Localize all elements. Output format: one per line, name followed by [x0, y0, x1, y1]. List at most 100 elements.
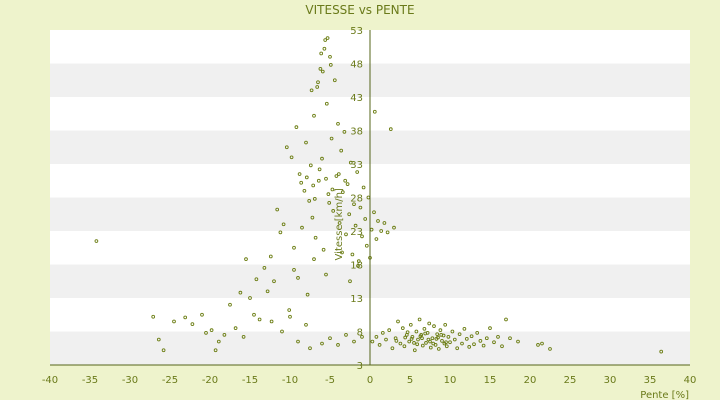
data-point [278, 230, 283, 235]
data-point [405, 330, 410, 335]
data-point [448, 340, 452, 345]
y-tick-label: 8 [357, 328, 363, 339]
data-point [385, 230, 390, 235]
y-tick-label: 48 [350, 60, 363, 71]
data-point [300, 225, 304, 230]
data-point [444, 344, 449, 349]
data-point [360, 335, 364, 339]
data-point [321, 247, 326, 252]
x-tick-label: 10 [444, 375, 457, 386]
data-point [407, 339, 412, 344]
data-point [355, 170, 360, 174]
data-point [345, 182, 350, 186]
data-point [352, 202, 356, 207]
data-point [320, 341, 324, 346]
data-point [438, 328, 443, 333]
data-point [268, 254, 273, 259]
data-point [238, 290, 243, 295]
data-point [382, 221, 387, 225]
data-point [284, 145, 289, 150]
data-point [323, 38, 328, 42]
data-point [440, 339, 444, 343]
data-point [412, 348, 417, 353]
data-point [294, 125, 299, 129]
data-point [467, 345, 472, 349]
data-point [308, 346, 312, 351]
data-point [209, 328, 214, 333]
data-point [484, 336, 489, 341]
data-point [426, 337, 431, 342]
data-point [216, 339, 221, 344]
x-tick-label: 35 [644, 375, 657, 386]
data-point [316, 178, 321, 183]
data-point [304, 322, 308, 327]
data-point [464, 337, 469, 341]
data-point [322, 46, 327, 51]
data-point [254, 277, 259, 282]
x-tick-label: 15 [484, 375, 497, 386]
data-point [469, 334, 474, 339]
data-point [316, 80, 320, 85]
data-point [324, 176, 328, 181]
data-point [344, 232, 348, 237]
x-tick-labels: -40 -35 -30 -25 -20 -15 -10 -5 0 5 10 15 20 25 30 35 40 [42, 375, 697, 386]
data-point [356, 259, 361, 263]
data-point [287, 308, 292, 312]
data-point [337, 221, 342, 225]
data-point [370, 339, 375, 344]
data-point [326, 192, 331, 196]
data-point [344, 333, 348, 337]
x-tick-label: -15 [242, 375, 258, 386]
data-point [400, 326, 405, 330]
data-point [292, 268, 296, 272]
data-point [659, 349, 664, 354]
data-point [508, 336, 512, 341]
data-point [252, 312, 256, 317]
data-point [420, 343, 425, 348]
data-point [343, 178, 348, 183]
data-point [424, 341, 428, 345]
data-point [262, 266, 267, 270]
data-point [222, 333, 227, 337]
data-point [455, 346, 460, 351]
y-tick-label: 53 [350, 26, 363, 37]
y-tick-label: 28 [350, 194, 363, 205]
data-point [435, 332, 440, 337]
data-point [257, 317, 262, 322]
data-point [328, 62, 333, 67]
x-tick-label: 0 [367, 375, 373, 386]
data-point [288, 314, 292, 319]
data-point [374, 335, 379, 339]
data-point [348, 160, 353, 165]
data-point [317, 167, 322, 172]
data-point [430, 336, 435, 341]
data-point [336, 343, 340, 347]
data-point [151, 314, 156, 319]
data-point [315, 85, 320, 89]
data-point [408, 322, 413, 327]
data-point [416, 337, 420, 342]
x-tick-label: 30 [604, 375, 617, 386]
data-point [332, 78, 337, 83]
data-point [190, 322, 195, 326]
data-point [353, 223, 358, 228]
data-point [516, 339, 520, 344]
data-point [305, 292, 310, 297]
data-point [94, 239, 99, 243]
data-point [415, 342, 420, 347]
y-tick-label: 13 [350, 294, 363, 305]
data-point [442, 341, 447, 346]
data-point [388, 127, 393, 132]
data-point [331, 209, 336, 213]
data-point [308, 163, 313, 168]
data-point [548, 347, 552, 351]
data-point [402, 344, 407, 349]
data-point [412, 341, 416, 345]
x-tick-label: 5 [407, 375, 413, 386]
data-point [320, 156, 324, 161]
y-tick-label: 38 [350, 127, 363, 138]
x-tick-label: -25 [162, 375, 178, 386]
data-point [379, 229, 384, 233]
data-point [392, 225, 396, 230]
